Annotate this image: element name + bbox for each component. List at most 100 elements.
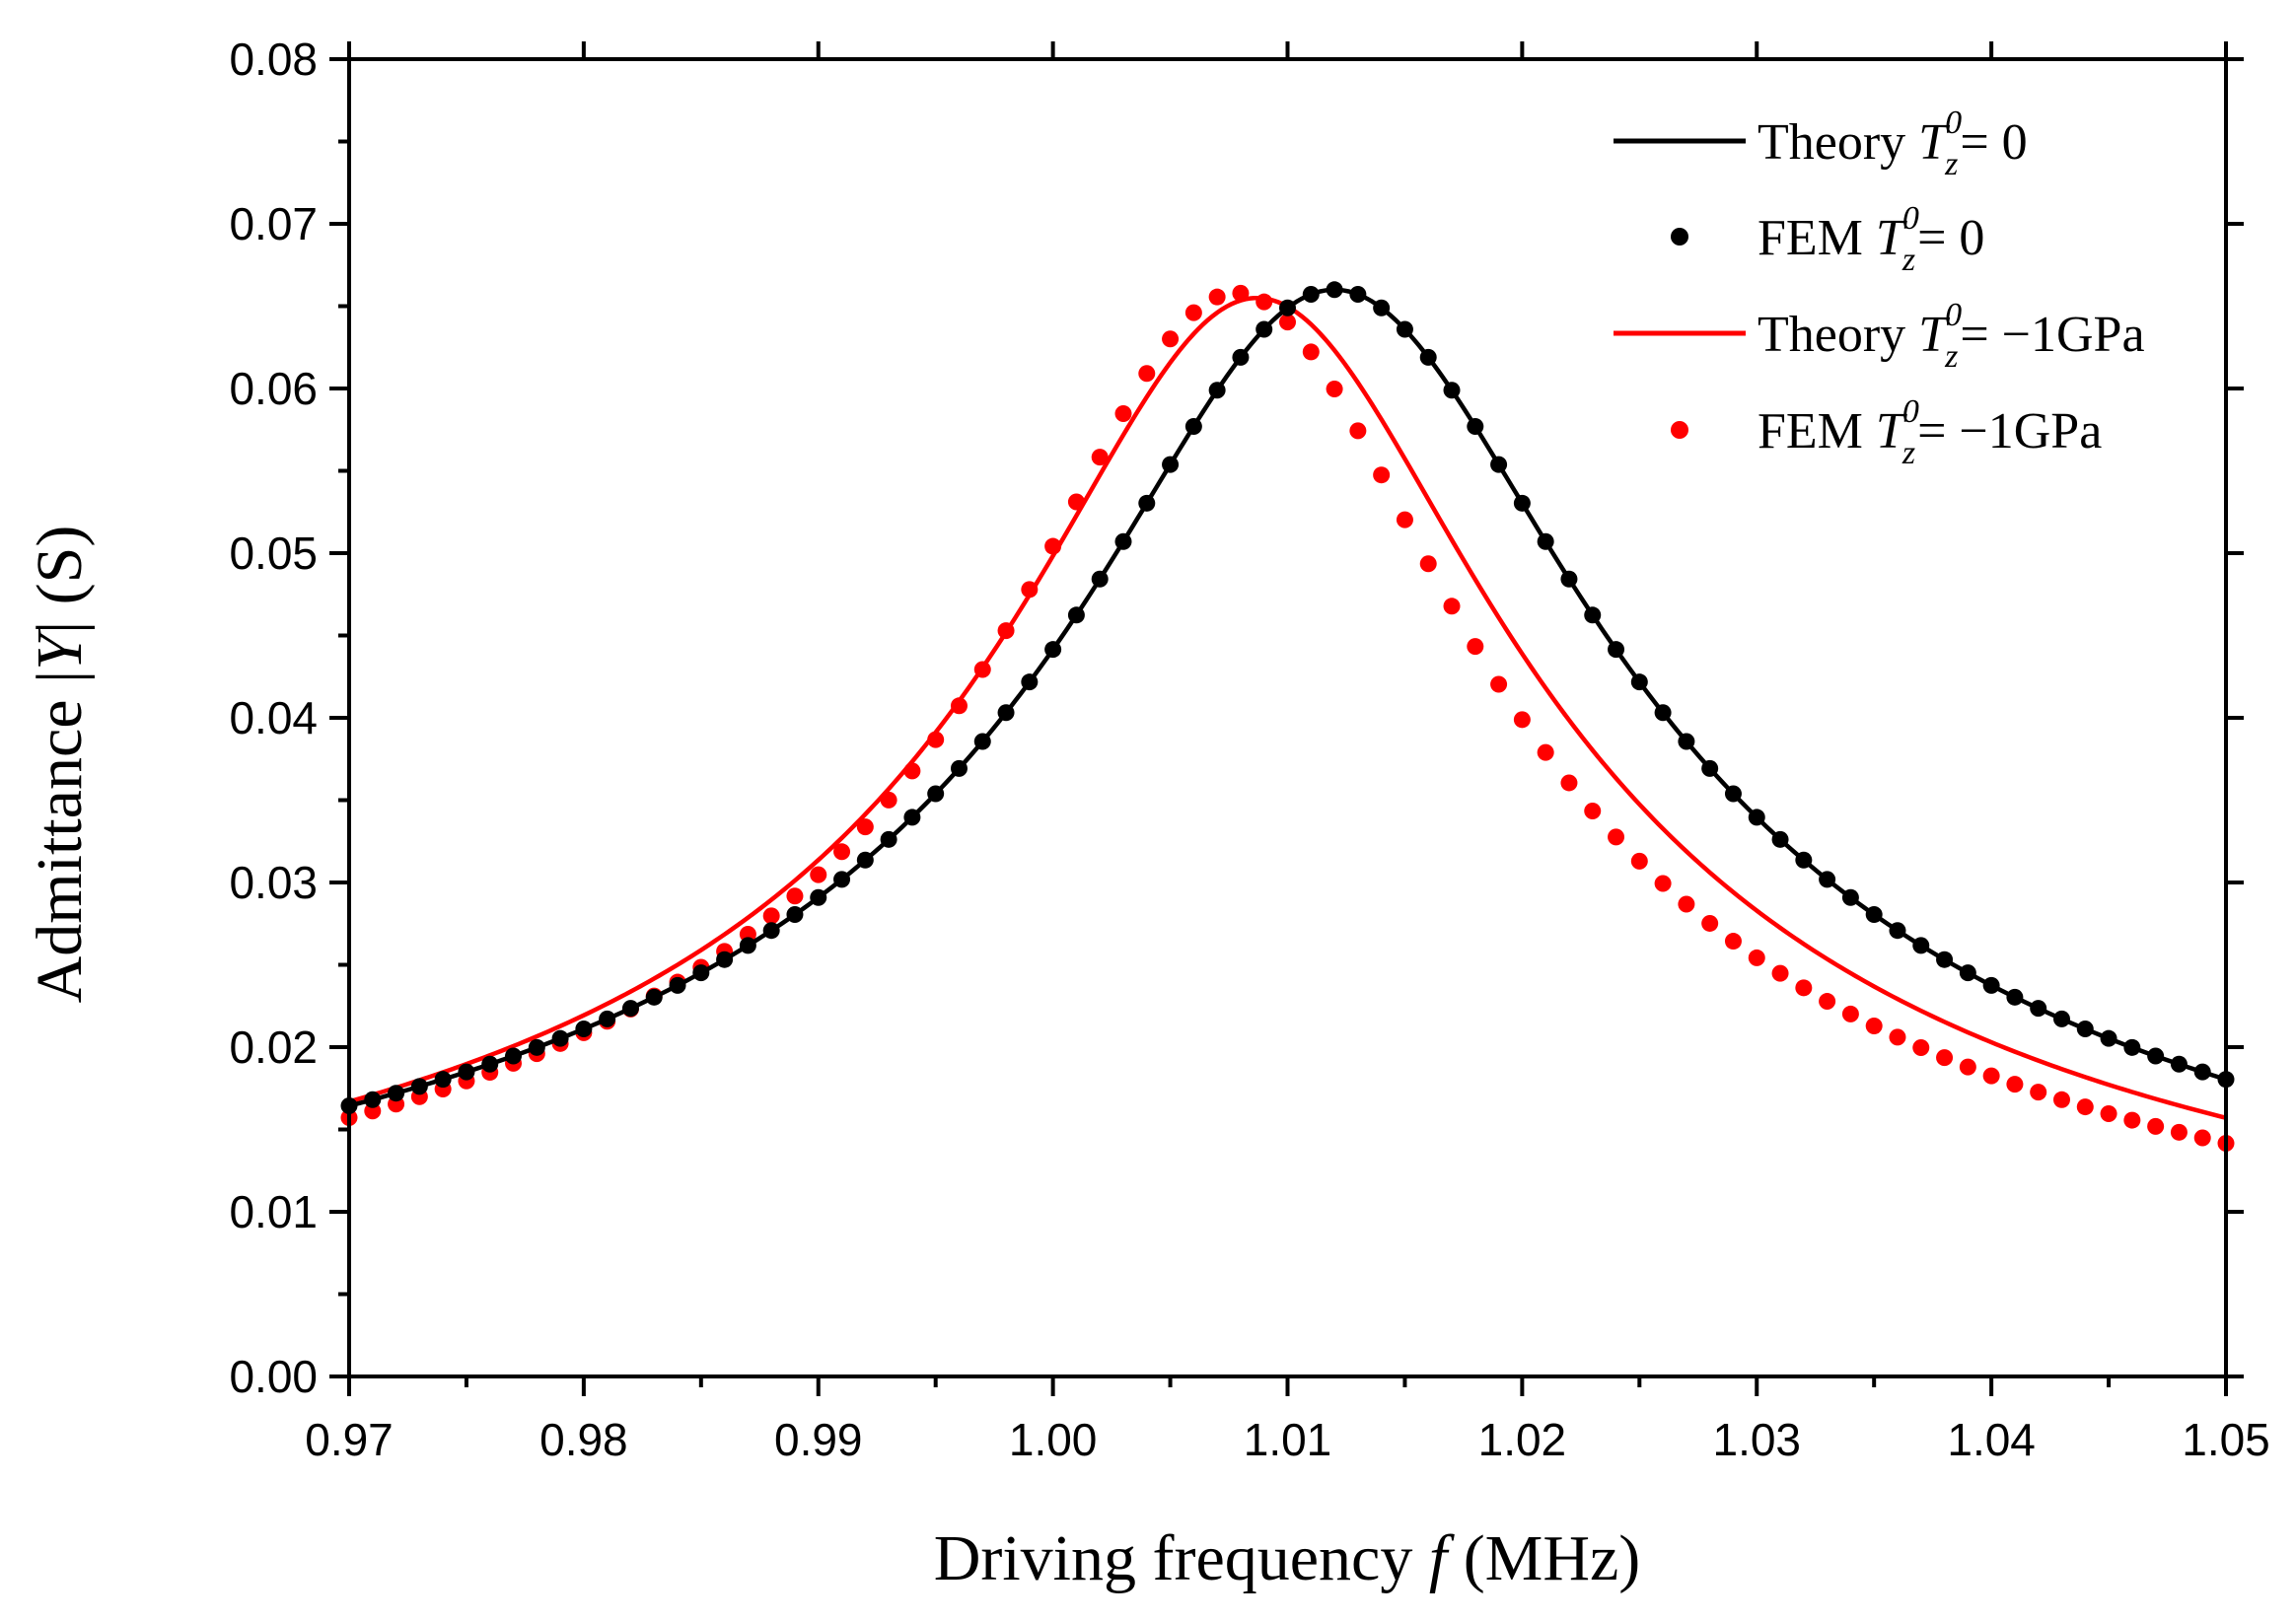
data-point-fem-m1gpa [2170, 1123, 2188, 1141]
y-tick-label: 0.06 [229, 363, 318, 414]
data-point-fem-0 [1537, 532, 1554, 550]
data-point-fem-0 [1443, 382, 1461, 399]
data-point-fem-0 [1912, 937, 1930, 954]
data-point-fem-0 [410, 1078, 428, 1095]
data-point-fem-m1gpa [1678, 895, 1695, 913]
x-axis-title: Driving frequency f (MHz) [934, 1522, 1641, 1594]
data-point-fem-m1gpa [833, 843, 851, 861]
data-point-fem-m1gpa [1560, 774, 1578, 792]
data-point-fem-0 [2006, 988, 2024, 1006]
data-point-fem-m1gpa [1326, 381, 1343, 398]
series-markers-fem-0 [340, 281, 2235, 1115]
data-point-fem-m1gpa [1396, 511, 1413, 529]
x-tick-label: 1.00 [1009, 1414, 1098, 1465]
data-point-fem-0 [973, 733, 991, 750]
legend-swatch-fem-0 [1671, 228, 1688, 246]
data-point-fem-m1gpa [786, 887, 804, 905]
data-point-fem-m1gpa [2076, 1098, 2094, 1116]
data-point-fem-m1gpa [1748, 949, 1765, 966]
data-point-fem-0 [364, 1091, 382, 1108]
data-point-fem-0 [692, 964, 710, 982]
data-point-fem-0 [1162, 456, 1180, 473]
data-point-fem-m1gpa [1373, 466, 1391, 484]
data-point-fem-0 [1608, 641, 1625, 659]
y-tick-label: 0.07 [229, 198, 318, 249]
data-point-fem-0 [1279, 299, 1296, 317]
data-point-fem-0 [388, 1085, 405, 1102]
x-tick-label: 0.99 [774, 1414, 863, 1465]
data-point-fem-m1gpa [1865, 1017, 1883, 1034]
data-point-fem-m1gpa [1184, 304, 1202, 321]
legend-label-fem-0: FEM T0 z= 0 [1758, 200, 1984, 278]
data-point-fem-m1gpa [1795, 979, 1813, 997]
data-point-fem-0 [950, 759, 968, 777]
data-point-fem-m1gpa [1513, 711, 1531, 729]
data-point-fem-0 [739, 937, 756, 954]
data-point-fem-0 [1302, 285, 1320, 303]
data-point-fem-0 [551, 1029, 569, 1047]
data-point-fem-0 [1232, 348, 1250, 366]
data-point-fem-0 [880, 830, 897, 848]
data-point-fem-m1gpa [1208, 288, 1226, 306]
data-point-fem-0 [1584, 606, 1602, 624]
y-tick-label: 0.01 [229, 1186, 318, 1237]
data-point-fem-m1gpa [762, 907, 780, 925]
data-point-fem-0 [1326, 281, 1343, 299]
data-point-fem-m1gpa [1608, 828, 1625, 846]
x-tick-label: 1.01 [1244, 1414, 1332, 1465]
data-point-fem-0 [1819, 871, 1836, 888]
data-point-fem-0 [1138, 494, 1156, 512]
tick-labels: 0.97 0.98 0.99 1.00 1.01 1.02 1.03 1.04 1.05 0.00… [229, 34, 2269, 1465]
data-point-fem-0 [505, 1047, 523, 1065]
data-point-fem-0 [2100, 1029, 2117, 1047]
data-point-fem-m1gpa [2123, 1111, 2141, 1129]
data-point-fem-0 [1114, 532, 1132, 550]
data-point-fem-m1gpa [1630, 852, 1648, 870]
data-point-fem-0 [810, 888, 827, 906]
data-point-fem-m1gpa [1771, 964, 1789, 982]
data-point-fem-0 [599, 1010, 616, 1027]
data-point-fem-0 [1771, 830, 1789, 848]
data-point-fem-m1gpa [810, 866, 827, 883]
x-tick-label: 1.04 [1947, 1414, 2036, 1465]
x-tick-label: 1.02 [1478, 1414, 1567, 1465]
data-point-fem-m1gpa [1936, 1049, 1954, 1067]
data-point-fem-m1gpa [1537, 743, 1554, 761]
data-point-fem-0 [1701, 759, 1719, 777]
legend: Theory T0 z= 0 FEM T0 z= 0 Theory T0 z= −1GPa… [1614, 105, 2145, 471]
data-point-fem-0 [481, 1055, 499, 1073]
data-point-fem-0 [1021, 673, 1039, 691]
data-point-fem-m1gpa [927, 731, 945, 748]
data-point-fem-0 [2193, 1063, 2211, 1081]
legend-label-theory-0: Theory T0 z= 0 [1758, 105, 2028, 182]
series-layer [340, 281, 2235, 1153]
data-point-fem-0 [762, 922, 780, 940]
data-point-fem-0 [1091, 570, 1109, 588]
data-point-fem-0 [2147, 1047, 2165, 1065]
legend-swatch-fem-m1gpa [1671, 421, 1688, 439]
data-point-fem-0 [1184, 418, 1202, 435]
data-point-fem-m1gpa [1349, 422, 1367, 440]
data-point-fem-m1gpa [1302, 343, 1320, 361]
data-point-fem-0 [1982, 976, 2000, 994]
data-point-fem-m1gpa [1724, 933, 1742, 951]
data-point-fem-m1gpa [1067, 493, 1085, 511]
y-tick-label: 0.04 [229, 692, 318, 743]
data-point-fem-m1gpa [1841, 1005, 1859, 1022]
data-point-fem-m1gpa [1467, 638, 1484, 656]
data-point-fem-0 [716, 951, 734, 968]
data-point-fem-0 [1748, 809, 1765, 826]
y-tick-label: 0.03 [229, 857, 318, 908]
data-point-fem-0 [1373, 299, 1391, 317]
data-point-fem-0 [1959, 964, 1976, 982]
data-point-fem-m1gpa [1443, 598, 1461, 615]
data-point-fem-m1gpa [2193, 1129, 2211, 1147]
data-point-fem-0 [575, 1021, 593, 1038]
data-point-fem-0 [833, 871, 851, 888]
data-point-fem-0 [434, 1071, 452, 1089]
data-point-fem-0 [1865, 906, 1883, 924]
data-point-fem-0 [621, 1000, 639, 1018]
data-point-fem-0 [927, 785, 945, 803]
data-point-fem-0 [1654, 704, 1672, 722]
